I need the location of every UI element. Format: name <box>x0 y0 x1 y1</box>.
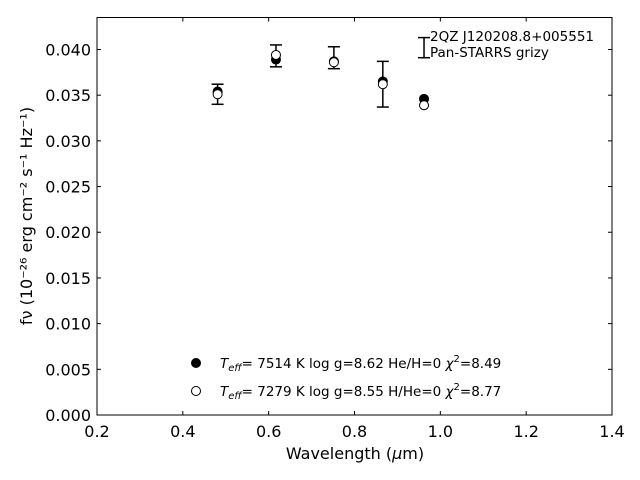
y-tick-label: 0.015 <box>45 269 91 288</box>
x-tick-label: 0.4 <box>170 422 195 441</box>
plot-marks <box>211 36 431 111</box>
y-tick-label: 0.040 <box>45 40 91 59</box>
y-tick-label: 0.000 <box>45 406 91 425</box>
y-tick-label: 0.005 <box>45 360 91 379</box>
x-tick-label: 0.2 <box>84 422 109 441</box>
legend-marker-filled <box>191 358 201 368</box>
x-tick-label: 0.8 <box>342 422 367 441</box>
model-point-open <box>212 89 223 100</box>
y-axis-label: fν (10⁻²⁶ erg cm⁻² s⁻¹ Hz⁻¹) <box>17 107 36 325</box>
x-tick-label: 1.2 <box>513 422 538 441</box>
model-point-open <box>377 79 388 90</box>
annotation-line-1: 2QZ J120208.8+005551 <box>430 29 594 45</box>
x-axis-label: Wavelength (μm) <box>286 444 424 463</box>
model-point-open <box>328 57 339 68</box>
legend: Teff= 7514 K log g=8.62 He/H=0 χ2=8.49 T… <box>191 354 501 402</box>
legend-label-filled: Teff= 7514 K log g=8.62 He/H=0 χ2=8.49 <box>220 354 501 374</box>
x-tick-label: 1.0 <box>428 422 453 441</box>
y-tick-label: 0.035 <box>45 86 91 105</box>
legend-marker-open <box>191 386 201 396</box>
model-point-open <box>419 100 430 111</box>
annotation: 2QZ J120208.8+005551 Pan-STARRS grizy <box>430 29 594 61</box>
x-tick-label: 0.6 <box>256 422 281 441</box>
axis-ticks: 0.2 0.4 0.6 0.8 1.0 1.2 1.4 0.000 0.005 0.010 0.01… <box>45 17 625 441</box>
y-tick-label: 0.030 <box>45 132 91 151</box>
legend-label-open: Teff= 7279 K log g=8.55 H/He=0 χ2=8.77 <box>220 382 501 402</box>
annotation-line-2: Pan-STARRS grizy <box>430 45 549 61</box>
model-point-open <box>270 49 281 60</box>
y-tick-label: 0.025 <box>45 178 91 197</box>
y-tick-label: 0.020 <box>45 223 91 242</box>
y-tick-label: 0.010 <box>45 315 91 334</box>
x-tick-label: 1.4 <box>599 422 624 441</box>
